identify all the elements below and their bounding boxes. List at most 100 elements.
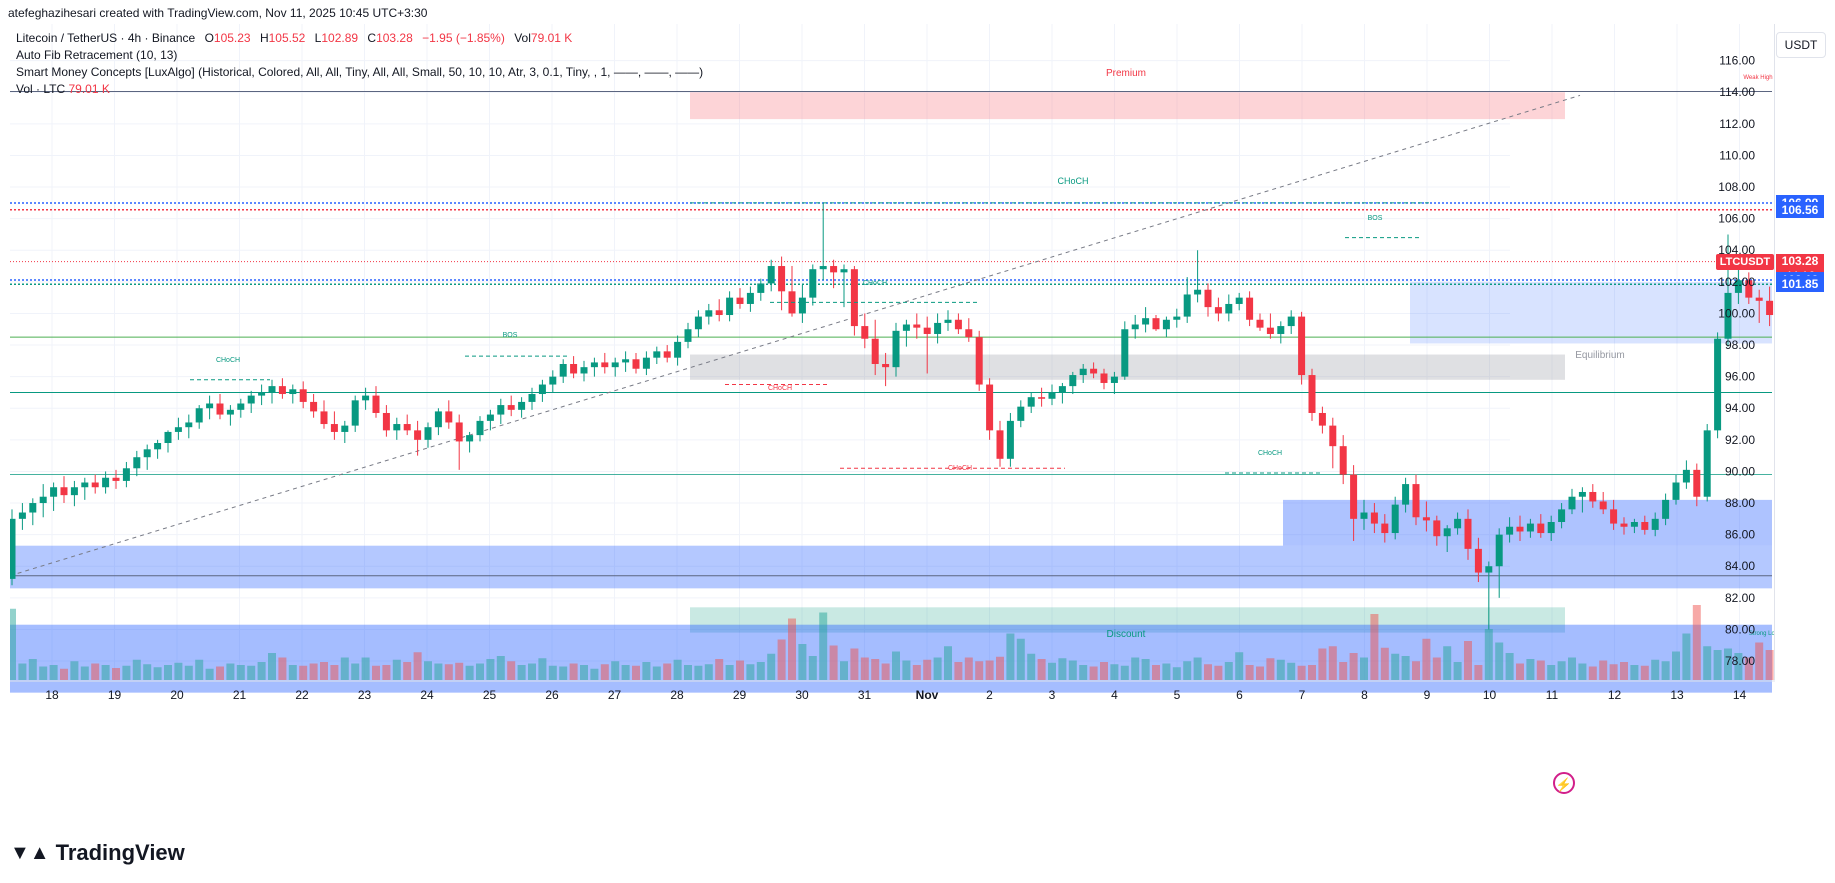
volume-bar (1682, 633, 1691, 680)
volume-bar (70, 661, 79, 680)
chart-area[interactable]: Premium Equilibrium Discount Weak High Stron… (10, 24, 1775, 795)
candle-body (1308, 375, 1316, 413)
volume-bar (236, 665, 245, 680)
candle-body (237, 403, 245, 410)
candle-body (310, 401, 318, 412)
price-tick-label: 108.00 (1718, 180, 1755, 194)
candle-body (507, 405, 515, 410)
legend-symbol-row[interactable]: Litecoin / TetherUS · 4h · Binance O105.… (16, 30, 703, 47)
volume-bar (1547, 665, 1556, 680)
lightning-icon[interactable]: ⚡ (1553, 772, 1575, 794)
candle-body (154, 443, 162, 450)
volume-bar (330, 665, 339, 680)
price-chart[interactable]: Premium Equilibrium Discount Weak High Stron… (10, 24, 1775, 795)
volume-bar (902, 660, 911, 680)
candle-body (611, 362, 619, 368)
volume-bar (912, 665, 921, 680)
volume-bar (788, 618, 796, 680)
volume-bar (736, 660, 744, 680)
candle-body (549, 376, 557, 385)
volume-bar (1391, 653, 1400, 680)
candle-body (455, 422, 463, 442)
price-tick-label: 80.00 (1725, 622, 1755, 636)
candle-body (559, 364, 567, 377)
candle-body (18, 512, 26, 519)
volume-bar (933, 657, 942, 680)
candle-body (798, 297, 806, 314)
volume-bar (1214, 665, 1223, 680)
candle-body (185, 422, 193, 428)
volume-bar (10, 608, 16, 680)
candle-body (1495, 534, 1503, 567)
volume-bar (1079, 665, 1088, 680)
volume-bar (507, 661, 516, 680)
candle-body (767, 266, 775, 284)
structure-labels: Premium Equilibrium Discount Weak High Stron… (190, 68, 1775, 640)
volume-bar (819, 612, 828, 680)
candle-body (1298, 316, 1306, 376)
volume-bar (28, 659, 37, 680)
candle-body (726, 297, 734, 316)
time-tick-label: 31 (858, 688, 872, 702)
axes: 116.00114.00112.00110.00108.00106.00104.… (10, 24, 1775, 702)
candle-body (1204, 289, 1212, 308)
price-tag: 106.56 (1776, 201, 1824, 218)
bos-label-nov7: BOS (1368, 215, 1383, 222)
volume-bar (18, 663, 27, 680)
premium-label: Premium (1106, 68, 1146, 79)
indicator-smc[interactable]: Smart Money Concepts [LuxAlgo] (Historic… (16, 65, 704, 79)
time-tick-label: 30 (795, 688, 809, 702)
candle-body (1474, 548, 1482, 573)
volume-bar (1765, 650, 1774, 680)
volume-bar (1068, 660, 1077, 680)
candle-body (1370, 512, 1378, 524)
volume-bar (1422, 638, 1431, 680)
time-tick-label: 13 (1670, 688, 1684, 702)
price-tick-label: 100.00 (1718, 306, 1755, 320)
indicator-fib[interactable]: Auto Fib Retracement (10, 13) (16, 48, 178, 62)
volume-bar (1661, 661, 1670, 680)
time-tick-label: 9 (1424, 688, 1431, 702)
volume-bar (1557, 661, 1566, 680)
time-tick-label: 26 (545, 688, 559, 702)
candle-body (1048, 392, 1056, 399)
candle-body (1318, 412, 1326, 426)
volume-bar (559, 666, 568, 680)
candle-body (1651, 518, 1659, 530)
volume-bar (1578, 663, 1587, 680)
choch-label-oct29-red: CHoCH (768, 385, 792, 392)
price-tick-label: 88.00 (1725, 496, 1755, 510)
indicator-volume[interactable]: Vol · LTC 79.01 K (16, 81, 703, 98)
candle-body (746, 292, 754, 304)
volume-bar (465, 665, 474, 680)
volume-bar (1141, 659, 1150, 680)
symbol-title[interactable]: Litecoin / TetherUS · 4h · Binance (16, 31, 196, 45)
weak-high-label: Weak High (1743, 75, 1772, 81)
volume-bar (1100, 662, 1108, 680)
candle-body (39, 496, 47, 504)
volume-value: 79.01 K (530, 31, 573, 45)
candle-body (694, 316, 702, 330)
candle-body (1360, 512, 1368, 519)
volume-bar (944, 646, 952, 680)
currency-button[interactable]: USDT (1776, 32, 1826, 58)
volume-bar (767, 653, 776, 680)
volume-bar (881, 663, 890, 680)
candle-body (1131, 324, 1139, 330)
low-label: L (314, 31, 322, 45)
tradingview-logo: ▼▲ TradingView (10, 840, 185, 866)
candle-body (965, 329, 973, 338)
volume-bar (590, 668, 599, 680)
candle-body (778, 266, 786, 292)
candle-body (1100, 373, 1108, 383)
candle-body (1256, 319, 1264, 328)
price-tick-label: 106.00 (1718, 212, 1755, 226)
candle-body (1620, 523, 1628, 527)
candle-body (1526, 523, 1534, 532)
candle-body (1568, 496, 1576, 510)
candle-body (632, 359, 640, 369)
volume-bar (1276, 659, 1285, 680)
candle-body (434, 411, 442, 428)
candle-body (1755, 297, 1763, 301)
price-tick-label: 86.00 (1725, 528, 1755, 542)
